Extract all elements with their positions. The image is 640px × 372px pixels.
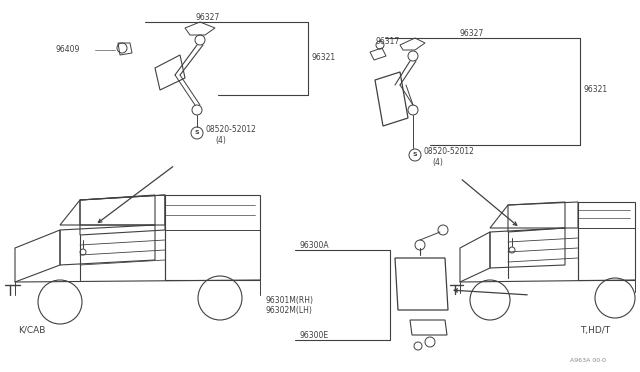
Text: 96321: 96321 [584,86,608,94]
Text: 96327: 96327 [195,13,220,22]
Text: (4): (4) [432,157,443,167]
Text: 96300E: 96300E [300,330,329,340]
Text: 96317: 96317 [375,38,399,46]
Text: K/CAB: K/CAB [18,326,45,334]
Text: (4): (4) [215,135,226,144]
Text: 96302M(LH): 96302M(LH) [265,307,312,315]
Text: 96300A: 96300A [300,241,330,250]
Text: 96327: 96327 [460,29,484,38]
Text: 08520-52012: 08520-52012 [423,148,474,157]
Text: S: S [413,153,417,157]
Text: T,HD/T: T,HD/T [580,326,610,334]
Text: 96409: 96409 [55,45,79,55]
Text: 96301M(RH): 96301M(RH) [265,295,313,305]
Text: 08520-52012: 08520-52012 [205,125,256,135]
Text: A963A 00·0: A963A 00·0 [570,357,606,362]
Text: S: S [195,131,199,135]
Text: 96321: 96321 [312,52,336,61]
